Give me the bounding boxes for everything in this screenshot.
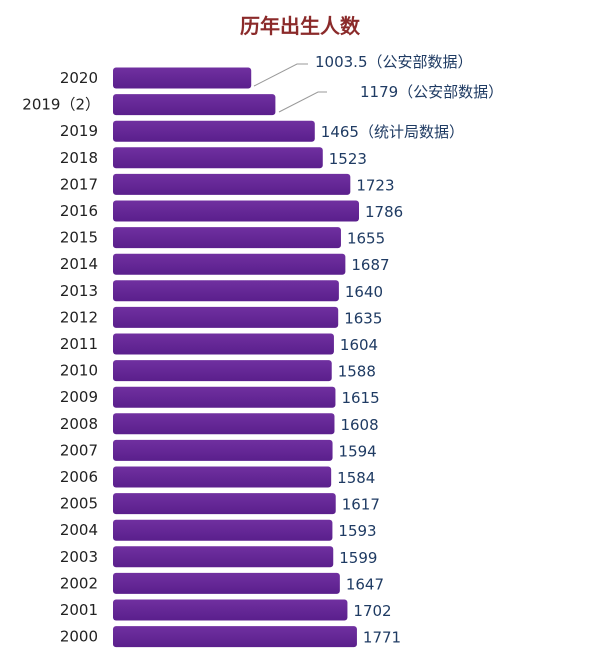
category-label-1: 2019（2） [22,96,100,114]
bar-5 [113,200,359,222]
category-label-13: 2008 [60,415,98,433]
value-label-17: 1593 [338,522,376,540]
bar-6 [113,227,341,249]
value-label-21: 1771 [363,629,401,647]
category-label-2: 2019 [60,122,98,140]
bar-21 [113,626,357,648]
value-label-2: 1465（统计局数据） [321,123,464,141]
value-label-16: 1617 [342,496,380,514]
bar-3 [113,147,323,169]
bar-14 [113,439,333,461]
value-labels: 1003.5（公安部数据） 1179（公安部数据） 1465（统计局数据） 1523 1… [315,53,503,647]
category-label-18: 2003 [60,548,98,566]
bar-20 [113,599,348,621]
category-label-21: 2000 [60,628,98,646]
category-label-15: 2006 [60,468,98,486]
bar-19 [113,572,340,594]
chart-title: 历年出生人数 [240,14,361,38]
category-label-11: 2010 [60,362,98,380]
bar-group [113,67,359,648]
category-label-6: 2015 [60,229,98,247]
value-label-12: 1615 [341,389,379,407]
category-label-0: 2020 [60,69,98,87]
leader-line-1 [278,91,327,113]
value-label-3: 1523 [329,150,367,168]
bar-17 [113,519,333,541]
bar-7 [113,253,346,275]
bar-9 [113,306,339,328]
value-label-6: 1655 [347,230,385,248]
category-label-20: 2001 [60,601,98,619]
category-label-9: 2012 [60,308,98,326]
value-label-0: 1003.5（公安部数据） [315,53,473,71]
value-label-18: 1599 [339,549,377,567]
value-label-19: 1647 [346,575,384,593]
leader-lines [253,63,327,113]
category-label-3: 2018 [60,149,98,167]
category-label-5: 2016 [60,202,98,220]
bar-18 [113,546,334,568]
value-label-4: 1723 [356,176,394,194]
leader-line-0 [253,63,308,87]
value-label-10: 1604 [340,336,378,354]
value-label-20: 1702 [353,602,391,620]
category-label-14: 2007 [60,441,98,459]
value-label-8: 1640 [345,283,383,301]
bar-0 [113,67,252,89]
value-label-13: 1608 [340,416,378,434]
bar-13 [113,413,335,435]
category-label-10: 2011 [60,335,98,353]
bar-2 [113,120,315,142]
category-labels: 2020 2019（2） 2019 2018 2017 2016 2015 2014 2013 2… [22,69,100,646]
value-label-1: 1179（公安部数据） [360,83,503,101]
category-label-7: 2014 [60,255,98,273]
category-label-17: 2004 [60,521,98,539]
bar-11 [113,360,332,382]
category-label-19: 2002 [60,574,98,592]
category-label-16: 2005 [60,495,98,513]
value-label-11: 1588 [338,363,376,381]
value-label-14: 1594 [339,442,377,460]
category-label-12: 2009 [60,388,98,406]
category-label-4: 2017 [60,175,98,193]
bar-4 [113,173,351,195]
bar-15 [113,466,332,488]
value-label-9: 1635 [344,309,382,327]
value-label-15: 1584 [337,469,375,487]
value-label-7: 1687 [351,256,389,274]
bar-12 [113,386,336,408]
category-label-8: 2013 [60,282,98,300]
bar-10 [113,333,334,355]
value-label-5: 1786 [365,203,403,221]
bar-16 [113,493,336,515]
bar-1 [113,94,276,116]
bar-8 [113,280,339,302]
